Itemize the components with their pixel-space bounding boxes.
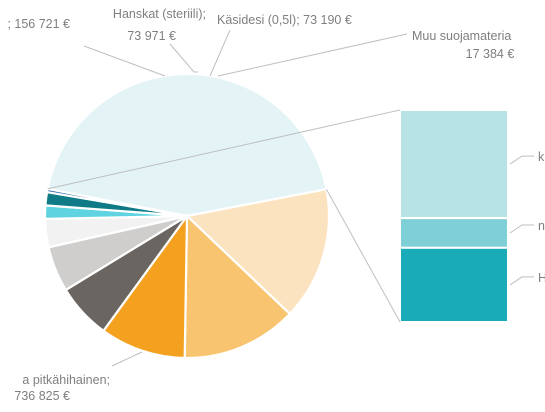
- slice-label-9-0: Muu suojamateria: [412, 29, 511, 43]
- data-labels: a pitkähihainen; 736 825 € ; 156 721 € Hans…: [7, 7, 545, 403]
- slice-label-1-0: a pitkähihainen;: [22, 373, 110, 387]
- connector-bottom: [325, 188, 401, 323]
- slice-label-7-0: Hanskat (steriili);: [113, 7, 206, 21]
- slice-label-1-1: 736 825 €: [14, 389, 70, 403]
- leader-line-9: [217, 33, 408, 77]
- bar-label-1: n: [538, 219, 545, 233]
- leader-line-7: [169, 43, 198, 73]
- slice-label-9-1: 17 384 €: [466, 47, 515, 61]
- pie-slices: [43, 72, 331, 360]
- leader-line-8: [209, 29, 231, 77]
- bar-label-0: k: [538, 150, 545, 164]
- bar-leader-2: [509, 276, 534, 286]
- leader-line-1: [111, 351, 143, 367]
- bar-segment-0: [399, 109, 509, 220]
- connector-top: [47, 109, 401, 190]
- bar-leader-0: [509, 155, 534, 165]
- slice-label-6-0: ; 156 721 €: [7, 17, 70, 31]
- bar-of-pie-stack: [399, 109, 509, 323]
- slice-label-8-0: Käsidesi (0,5l); 73 190 €: [217, 13, 352, 27]
- leader-line-6: [83, 45, 166, 77]
- bar-segment-1: [399, 217, 509, 249]
- pie-slice-1: [184, 187, 331, 316]
- pie-slice-2: [183, 213, 292, 360]
- bar-label-2: H: [538, 271, 545, 285]
- pie-slice-3: [101, 212, 189, 360]
- bar-leader-1: [509, 224, 534, 234]
- slice-label-7-1: 73 971 €: [127, 29, 176, 43]
- leader-lines: [47, 29, 534, 367]
- pie-slice-0: [46, 72, 328, 218]
- bar-segment-2: [399, 246, 509, 323]
